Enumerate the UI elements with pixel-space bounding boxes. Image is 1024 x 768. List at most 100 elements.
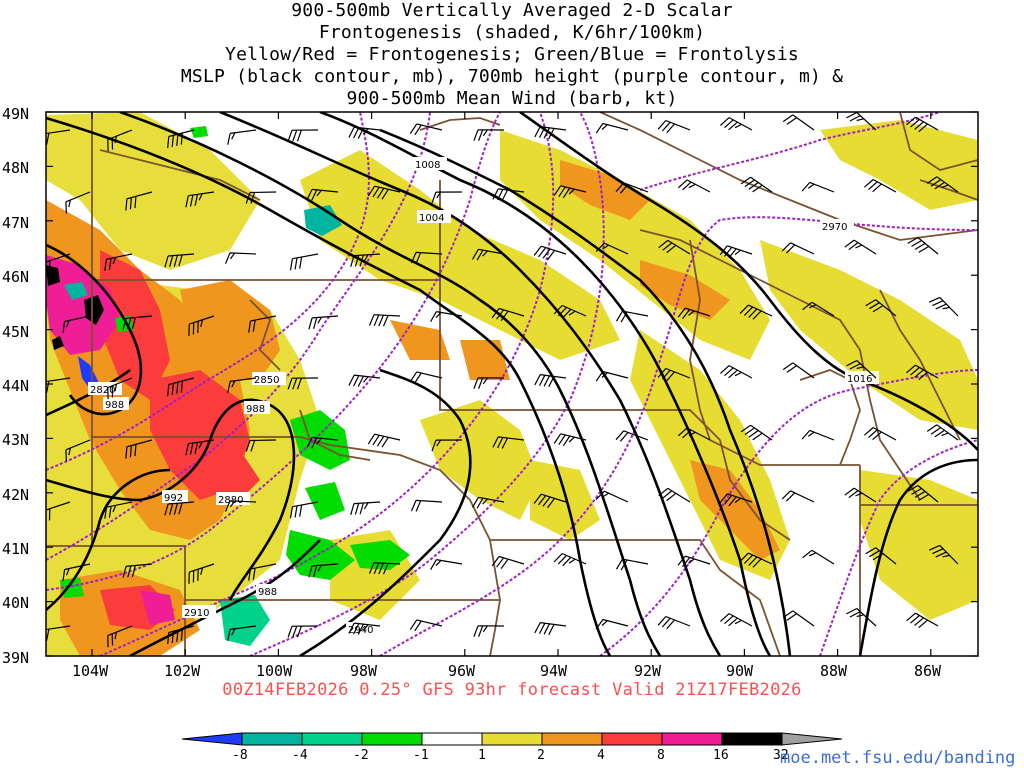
title-line-3: Yellow/Red = Frontogenesis; Green/Blue =… [225, 44, 799, 65]
border-line [689, 239, 701, 411]
wind-barb [224, 252, 257, 264]
lat-label: 42N [2, 486, 29, 504]
wind-barb [595, 370, 629, 382]
border-line [899, 112, 978, 171]
wind-barb [368, 562, 401, 575]
title-line-1: 900-500mb Vertically Averaged 2-D Scalar [291, 0, 733, 21]
mslp-contour [299, 368, 472, 656]
wind-barb [308, 315, 339, 330]
height-contour [46, 112, 501, 591]
wind-barb [658, 239, 691, 255]
wind-barb [167, 377, 195, 397]
fronto-orange-band [390, 320, 450, 360]
wind-barb [65, 191, 91, 214]
wind-barb [46, 377, 71, 393]
wind-barb [185, 191, 215, 208]
colorbar-label: -4 [292, 748, 308, 763]
wind-barb [595, 618, 629, 630]
wind-barb [348, 374, 381, 387]
wind-barb [719, 245, 753, 259]
wind-barb [864, 178, 897, 193]
fronto-red-core [100, 250, 170, 400]
wind-barb [657, 367, 691, 382]
wind-barb [492, 188, 525, 201]
wind-barb [367, 433, 401, 448]
lat-label: 44N [2, 377, 29, 395]
mslp-label: 988 [105, 400, 124, 411]
colorbar-swatch [301, 732, 363, 746]
wind-barb [677, 427, 711, 441]
wind-barb [615, 430, 649, 442]
wind-barb [188, 563, 215, 584]
wind-barb [864, 426, 897, 441]
wind-barb [740, 424, 773, 441]
wind-barb [122, 563, 153, 578]
fronto-orange-band [640, 260, 730, 320]
wind-barb [926, 176, 959, 193]
frontolysis-green [350, 540, 410, 570]
colorbar-label: 16 [713, 748, 729, 763]
wind-barb [719, 365, 753, 379]
wind-barb [224, 500, 257, 512]
border-line [699, 409, 860, 466]
wind-barb [46, 501, 71, 521]
wind-barb [164, 501, 195, 516]
height-contour [639, 112, 941, 191]
wind-barb [431, 191, 463, 204]
lon-label: 90W [726, 662, 754, 680]
height-contour [46, 112, 431, 561]
wind-barb [104, 501, 133, 519]
wind-barb [677, 307, 711, 320]
height-label: 2970 [822, 222, 847, 233]
mslp-label: 992 [164, 493, 183, 504]
fronto-yellow-band [420, 400, 540, 520]
height-contour [249, 112, 605, 656]
frontolysis-green [60, 578, 84, 598]
wind-barb [615, 310, 649, 323]
fronto-magenta-core [46, 255, 120, 355]
mslp-label: 988 [246, 404, 265, 415]
wind-barb [906, 116, 939, 133]
source-url[interactable]: moe.met.fsu.edu/banding [780, 748, 1016, 768]
wind-barbs [46, 112, 959, 648]
height-label: 2850 [254, 375, 279, 386]
wind-barb [801, 429, 835, 441]
mslp-contour [219, 112, 722, 656]
wind-barb [491, 555, 525, 569]
wind-barb [534, 622, 567, 636]
wind-barb [906, 612, 939, 629]
wind-barb [782, 114, 815, 131]
wind-barb [865, 547, 897, 565]
colorbar-label: 2 [537, 748, 545, 763]
lat-label: 49N [2, 105, 29, 123]
colorbar-swatch [661, 732, 723, 746]
wind-barb [107, 129, 133, 152]
wind-barb [553, 304, 587, 319]
colorbar-label: 32 [773, 748, 789, 763]
wind-barb [595, 122, 629, 134]
wind-barb [62, 563, 91, 582]
wind-barb [227, 129, 257, 145]
wind-barb [287, 625, 319, 638]
colorbar-label: 1 [478, 748, 486, 763]
wind-barb [289, 253, 319, 271]
wind-barb [367, 185, 401, 200]
wind-barb [907, 236, 939, 255]
border-line [799, 369, 861, 466]
wind-barb [308, 563, 339, 578]
wind-barb [409, 619, 443, 632]
wind-barb [928, 544, 959, 565]
wind-barb [491, 307, 525, 321]
wind-barb [907, 484, 939, 503]
wind-barb [802, 549, 835, 565]
border-line [249, 299, 281, 371]
lon-label: 96W [448, 662, 476, 680]
colorbar-swatch [721, 732, 783, 746]
wind-barb [782, 610, 815, 627]
wind-barb [657, 119, 691, 134]
wind-barb [471, 248, 505, 261]
wind-barb [46, 253, 71, 273]
wind-barb [844, 487, 877, 503]
lat-label: 43N [2, 431, 29, 449]
